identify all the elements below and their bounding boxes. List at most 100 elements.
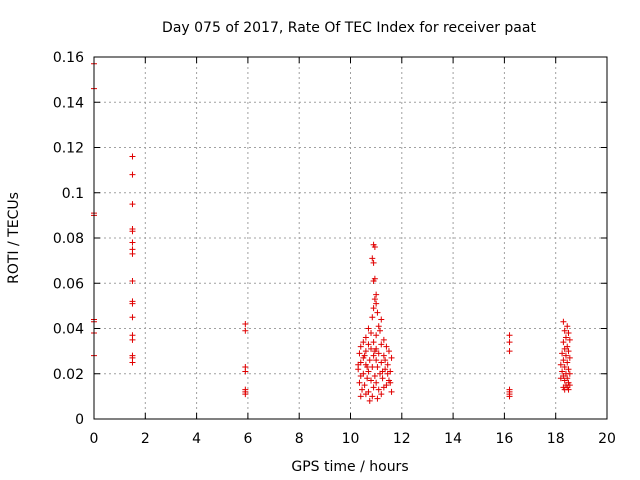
- data-point: [380, 384, 387, 391]
- data-point: [378, 341, 385, 348]
- data-point: [379, 375, 386, 382]
- data-point: [360, 339, 367, 346]
- data-point: [373, 291, 380, 298]
- data-point: [129, 201, 136, 208]
- data-point: [365, 368, 372, 375]
- data-point: [566, 336, 573, 343]
- y-axis-ticks: 0 0.02 0.04 0.06 0.08 0.1 0.12 0.14 0.16: [53, 50, 607, 428]
- data-point: [384, 361, 391, 368]
- data-point: [373, 357, 380, 364]
- data-point: [242, 327, 249, 334]
- x-tick-label: 18: [547, 431, 565, 447]
- data-point: [362, 348, 369, 355]
- data-point: [129, 277, 136, 284]
- data-point: [368, 345, 375, 352]
- data-point: [242, 368, 249, 375]
- data-point: [129, 250, 136, 257]
- data-point: [368, 330, 375, 337]
- data-point: [359, 386, 366, 393]
- data-point: [368, 377, 375, 384]
- x-axis-ticks: 0 2 4 6 8 10 12 14 16 18 20: [90, 57, 616, 447]
- data-point: [557, 361, 564, 368]
- y-axis-label: ROTI / TECUs: [6, 192, 22, 284]
- x-axis-label: GPS time / hours: [291, 459, 408, 475]
- data-point: [355, 361, 362, 368]
- data-point: [562, 352, 569, 359]
- data-point: [370, 305, 377, 312]
- y-tick-label: 0.14: [53, 95, 84, 111]
- data-point: [129, 239, 136, 246]
- data-point: [129, 314, 136, 321]
- data-point: [559, 350, 566, 357]
- data-point: [369, 255, 376, 262]
- data-point: [361, 352, 368, 359]
- data-point: [561, 345, 568, 352]
- data-point: [129, 359, 136, 366]
- x-tick-label: 10: [342, 431, 360, 447]
- data-point: [378, 359, 385, 366]
- data-point: [388, 388, 395, 395]
- data-point: [566, 370, 573, 377]
- data-point: [560, 318, 567, 325]
- data-point: [382, 357, 389, 364]
- data-point: [566, 354, 573, 361]
- data-point: [362, 391, 369, 398]
- data-point: [361, 382, 368, 389]
- data-point: [242, 320, 249, 327]
- data-point: [564, 359, 571, 366]
- y-tick-label: 0.04: [53, 322, 84, 338]
- x-tick-label: 20: [598, 431, 616, 447]
- data-point: [565, 366, 572, 373]
- data-point: [357, 393, 364, 400]
- data-point: [374, 363, 381, 370]
- data-point: [506, 393, 513, 400]
- data-point: [370, 384, 377, 391]
- data-point: [557, 375, 564, 382]
- data-point: [564, 323, 571, 330]
- data-point: [356, 350, 363, 357]
- data-point: [388, 354, 395, 361]
- data-point: [370, 277, 377, 284]
- data-point: [376, 327, 383, 334]
- data-point: [371, 296, 378, 303]
- data-point: [364, 363, 371, 370]
- y-tick-label: 0.12: [53, 141, 84, 157]
- data-point: [561, 327, 568, 334]
- data-point: [371, 373, 378, 380]
- x-tick-label: 12: [393, 431, 411, 447]
- data-point: [565, 348, 572, 355]
- data-point: [373, 332, 380, 339]
- y-tick-label: 0.1: [62, 186, 84, 202]
- data-point: [129, 300, 136, 307]
- data-point: [242, 391, 249, 398]
- grid-lines: [94, 57, 607, 419]
- data-point: [565, 386, 572, 393]
- data-point: [375, 386, 382, 393]
- data-point: [560, 357, 567, 364]
- data-point: [380, 336, 387, 343]
- data-points: [91, 60, 573, 404]
- data-point: [560, 339, 567, 346]
- data-point: [370, 352, 377, 359]
- data-point: [129, 171, 136, 178]
- x-tick-label: 0: [90, 431, 99, 447]
- chart-title: Day 075 of 2017, Rate Of TEC Index for r…: [162, 20, 536, 36]
- data-point: [378, 316, 385, 323]
- data-point: [373, 300, 380, 307]
- data-point: [370, 339, 377, 346]
- data-point: [374, 309, 381, 316]
- data-point: [506, 339, 513, 346]
- y-tick-label: 0: [75, 412, 84, 428]
- data-point: [371, 244, 378, 251]
- x-tick-label: 2: [141, 431, 150, 447]
- x-tick-label: 8: [295, 431, 304, 447]
- data-point: [379, 368, 386, 375]
- data-point: [365, 325, 372, 332]
- data-point: [559, 368, 566, 375]
- data-point: [366, 357, 373, 364]
- data-point: [373, 379, 380, 386]
- y-tick-label: 0.06: [53, 276, 84, 292]
- data-point: [387, 379, 394, 386]
- data-point: [369, 393, 376, 400]
